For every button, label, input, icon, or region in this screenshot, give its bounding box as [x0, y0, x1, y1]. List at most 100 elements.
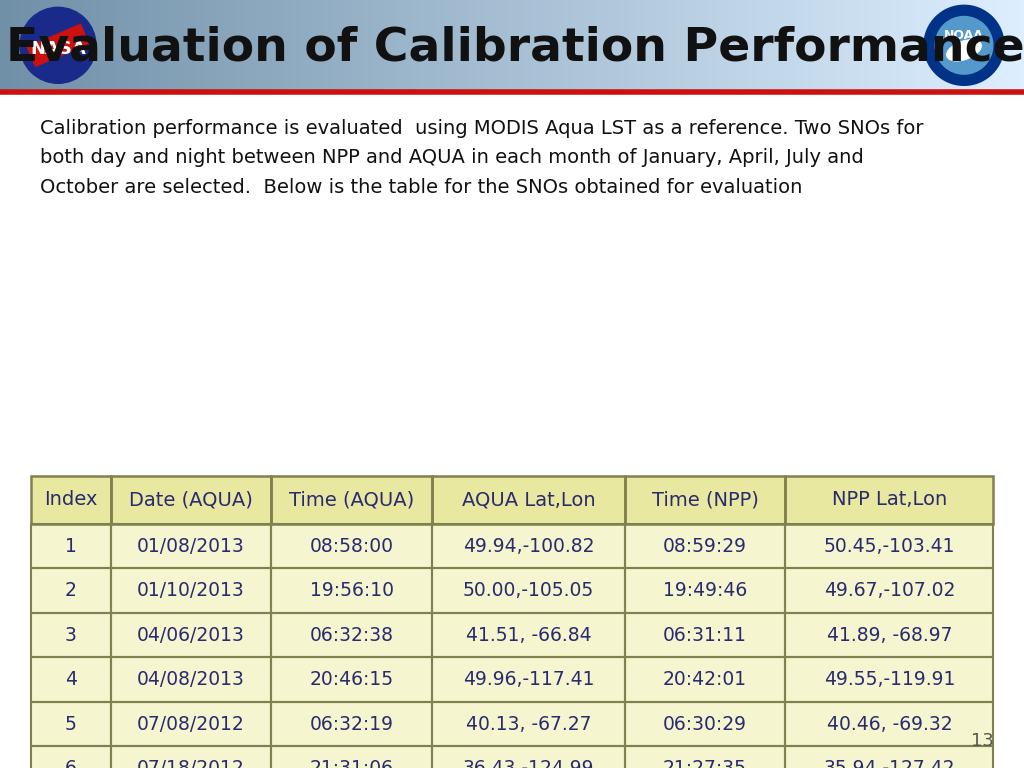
Bar [916, 0, 923, 91]
Bar [942, 0, 948, 91]
Bar [432, 568, 625, 613]
Bar [432, 702, 625, 746]
Bar [432, 524, 625, 568]
Bar [271, 657, 432, 702]
Bar [72, 0, 78, 91]
Bar [111, 613, 271, 657]
Bar [5, 0, 11, 91]
Bar [461, 0, 467, 91]
Bar [778, 0, 784, 91]
Bar [230, 0, 237, 91]
Bar [164, 0, 170, 91]
Bar [517, 0, 523, 91]
Bar [364, 0, 370, 91]
Text: 01/08/2013: 01/08/2013 [137, 537, 245, 555]
Bar [604, 0, 610, 91]
Bar [271, 746, 432, 768]
Bar [753, 0, 759, 91]
Bar [302, 0, 308, 91]
Bar [123, 0, 129, 91]
Bar [445, 0, 452, 91]
Bar [31, 524, 111, 568]
Bar [425, 0, 431, 91]
Bar [681, 0, 687, 91]
Bar [31, 613, 111, 657]
Bar [432, 476, 625, 524]
Bar [159, 0, 165, 91]
Bar [31, 524, 111, 568]
Bar [328, 0, 334, 91]
Text: 49.67,-107.02: 49.67,-107.02 [823, 581, 955, 600]
Bar [432, 613, 625, 657]
Bar [92, 0, 98, 91]
Bar [111, 476, 271, 524]
Bar [31, 657, 111, 702]
Bar [538, 0, 544, 91]
Bar [205, 0, 211, 91]
Bar [31, 746, 111, 768]
Bar [835, 0, 841, 91]
Bar [594, 0, 600, 91]
Text: 04/06/2013: 04/06/2013 [137, 626, 245, 644]
Bar [358, 0, 365, 91]
Text: 06:32:19: 06:32:19 [309, 715, 394, 733]
Bar [788, 0, 795, 91]
Bar [51, 0, 57, 91]
Bar [111, 702, 271, 746]
Bar [111, 746, 271, 768]
Bar [630, 0, 636, 91]
Bar [686, 0, 692, 91]
Bar [31, 0, 37, 91]
Bar [785, 613, 993, 657]
Bar [722, 0, 728, 91]
Text: 49.94,-100.82: 49.94,-100.82 [463, 537, 594, 555]
Bar [31, 476, 111, 524]
Bar [369, 0, 375, 91]
Bar [548, 0, 554, 91]
Bar [625, 568, 785, 613]
Bar [10, 0, 16, 91]
Bar [860, 0, 866, 91]
Text: NOAA: NOAA [944, 29, 984, 41]
Bar [666, 0, 672, 91]
Bar [343, 0, 349, 91]
Bar [307, 0, 313, 91]
Bar [271, 568, 432, 613]
Bar [77, 0, 83, 91]
Bar [998, 0, 1005, 91]
Bar [435, 0, 441, 91]
Bar [399, 0, 406, 91]
Bar [348, 0, 354, 91]
Bar [169, 0, 175, 91]
Bar [773, 0, 779, 91]
Bar [0, 0, 6, 91]
Text: 40.13, -67.27: 40.13, -67.27 [466, 715, 591, 733]
Bar [251, 0, 257, 91]
Bar [430, 0, 436, 91]
Bar [978, 0, 984, 91]
Bar [660, 0, 667, 91]
Text: 49.55,-119.91: 49.55,-119.91 [823, 670, 955, 689]
Bar [829, 0, 836, 91]
Bar [82, 0, 88, 91]
Bar [911, 0, 918, 91]
FancyArrow shape [28, 25, 89, 66]
Bar [266, 0, 272, 91]
Bar [671, 0, 677, 91]
Text: Time (NPP): Time (NPP) [651, 491, 759, 509]
Bar [276, 0, 283, 91]
Bar [111, 657, 271, 702]
Bar [707, 0, 713, 91]
Bar [614, 0, 621, 91]
Bar [625, 524, 785, 568]
Bar [46, 0, 52, 91]
Bar [625, 476, 785, 524]
Bar [785, 702, 993, 746]
Bar [220, 0, 226, 91]
Bar [271, 613, 432, 657]
Bar [968, 0, 974, 91]
Bar [532, 0, 539, 91]
Bar [179, 0, 185, 91]
Text: 35.94,-127.42: 35.94,-127.42 [823, 760, 955, 768]
Bar [111, 568, 271, 613]
